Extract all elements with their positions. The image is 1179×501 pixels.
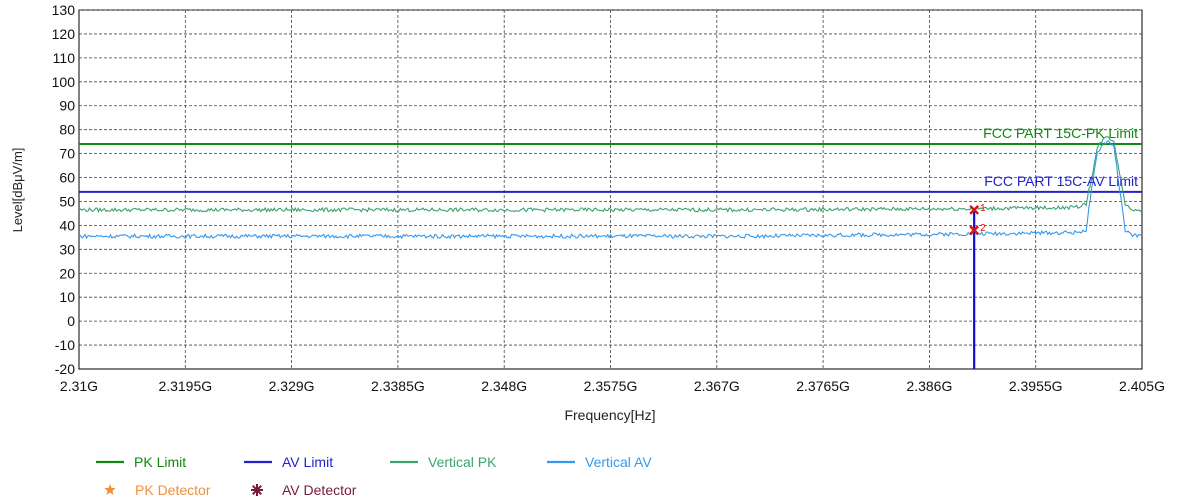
legend-item-vertical-av: Vertical AV: [547, 454, 652, 470]
y-tick-label: 80: [59, 122, 75, 138]
series-line-vertical-pk: [78, 136, 1143, 214]
y-tick-label: 130: [52, 2, 76, 18]
x-tick-label: 2.367G: [694, 378, 740, 394]
legend-item-pk-detector: PK Detector: [104, 482, 211, 498]
y-axis-label: Level[dBμV/m]: [10, 148, 25, 233]
svg-text:AV Limit: AV Limit: [282, 454, 333, 470]
x-tick-label: 2.348G: [481, 378, 527, 394]
svg-text:AV Detector: AV Detector: [282, 482, 357, 498]
svg-text:Vertical PK: Vertical PK: [428, 454, 497, 470]
y-tick-label: 70: [59, 146, 75, 162]
y-tick-label: 60: [59, 170, 75, 186]
limit-label: FCC PART 15C-AV Limit: [984, 173, 1138, 189]
y-tick-label: 110: [53, 50, 76, 66]
y-tick-label: 30: [59, 241, 75, 257]
y-tick-label: -10: [55, 337, 75, 353]
svg-text:PK Detector: PK Detector: [135, 482, 211, 498]
series-layer: FCC PART 15C-PK Limit FCC PART 15C-AV Lim…: [78, 125, 1143, 240]
legend: PK Limit AV Limit Vertical PK Vertical AV PK…: [96, 454, 652, 498]
x-tick-label: 2.405G: [1119, 378, 1165, 394]
x-tick-label: 2.3195G: [158, 378, 212, 394]
star-icon: [104, 484, 116, 495]
x-tick-label: 2.31G: [60, 378, 98, 394]
limit-label: FCC PART 15C-PK Limit: [983, 125, 1138, 141]
marker-1: 1: [969, 203, 986, 215]
x-tick-label: 2.3575G: [584, 378, 638, 394]
grid: [79, 9, 1142, 369]
y-tick-label: 0: [67, 313, 75, 329]
y-tick-label: -20: [55, 361, 75, 377]
marker-label: 1: [980, 203, 986, 214]
y-tick-label: 50: [59, 193, 75, 209]
x-tick-label: 2.3765G: [796, 378, 850, 394]
y-tick-label: 10: [59, 289, 75, 305]
y-tick-label: 100: [52, 74, 76, 90]
y-tick-label: 40: [59, 217, 75, 233]
y-tick-label: 90: [59, 98, 75, 114]
x-tick-label: 2.329G: [269, 378, 315, 394]
legend-item-av-limit: AV Limit: [244, 454, 333, 470]
plot-area: [78, 9, 1143, 370]
series-line-vertical-av: [78, 140, 1143, 240]
x-axis-label: Frequency[Hz]: [564, 407, 655, 423]
legend-item-vertical-pk: Vertical PK: [390, 454, 497, 470]
markers: 12: [969, 203, 986, 369]
marker-label: 2: [980, 223, 986, 234]
marker-2: 2: [969, 223, 986, 236]
svg-text:PK Limit: PK Limit: [134, 454, 186, 470]
y-tick-label: 20: [59, 265, 75, 281]
x-tick-label: 2.3385G: [371, 378, 425, 394]
x-tick-label: 2.386G: [906, 378, 952, 394]
svg-text:Vertical AV: Vertical AV: [585, 454, 652, 470]
x-axis-ticks: 2.31G 2.3195G 2.329G 2.3385G 2.348G 2.3575G 2.…: [60, 378, 1165, 394]
x-tick-label: 2.3955G: [1009, 378, 1063, 394]
y-tick-label: 120: [52, 26, 76, 42]
legend-item-pk-limit: PK Limit: [96, 454, 186, 470]
legend-item-av-detector: AV Detector: [251, 482, 357, 498]
